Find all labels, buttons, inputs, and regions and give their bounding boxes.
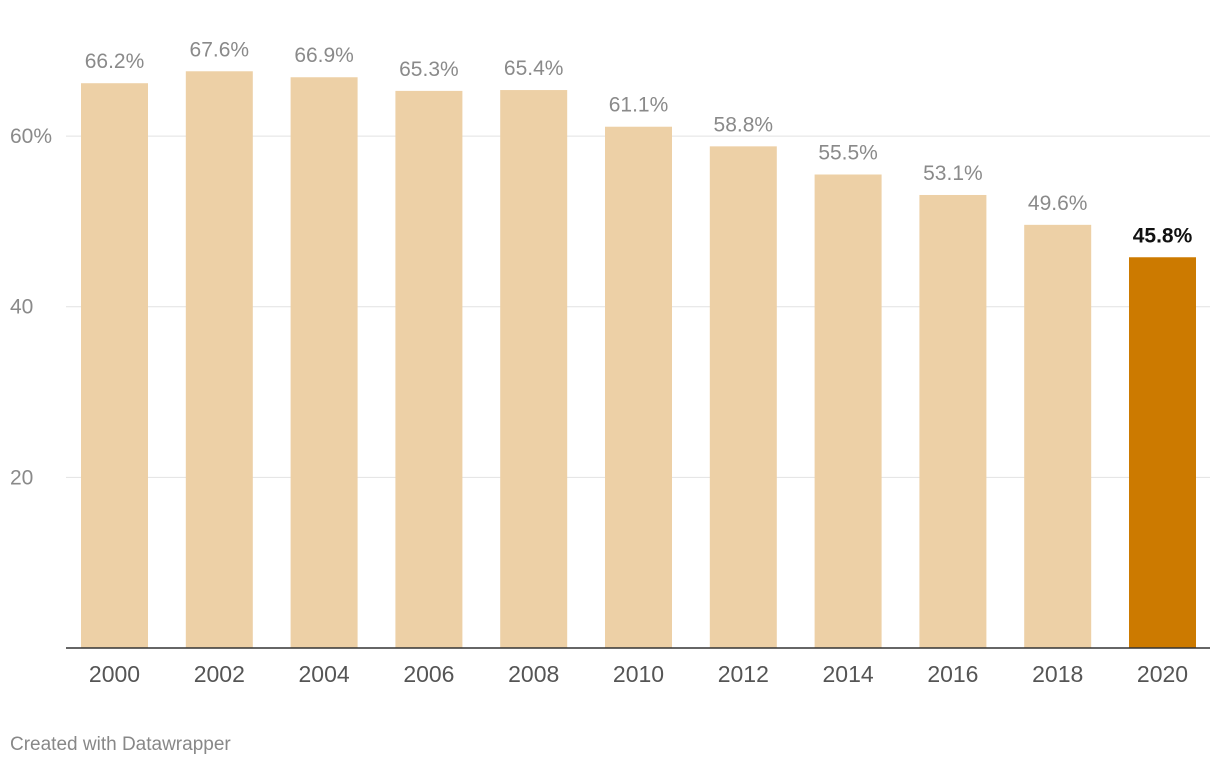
x-tick-label: 2004 [299,661,350,687]
bar-value-label: 53.1% [923,162,983,185]
bar [81,83,148,648]
y-tick-label: 60% [10,125,52,148]
bar-value-label: 61.1% [609,94,669,117]
bar-chart: 20 40 60% 66.2% 67.6% 66.9% 65.3% 65.4% 61.1% 58… [10,38,1210,687]
bar-value-label: 65.4% [504,57,564,80]
bar [709,146,777,648]
y-tick-label: 20 [10,466,33,489]
bars [81,71,1196,649]
x-tick-label: 2000 [89,661,140,687]
x-tick-label: 2014 [823,661,874,687]
bar-value-label: 66.9% [294,44,354,67]
bar-value-label: 49.6% [1028,192,1088,215]
x-tick-label: 2012 [718,661,769,687]
bar-value-label: 67.6% [190,38,250,61]
x-tick-label: 2008 [508,661,559,687]
bar [605,126,672,648]
x-tick-label: 2010 [613,661,664,687]
x-axis: 2000 2002 2004 2006 2008 2010 2012 2014 2016 2018… [89,661,1188,687]
x-tick-label: 2018 [1032,661,1083,687]
bar [814,174,882,649]
credit-text: Created with Datawrapper [10,734,231,755]
bar [500,90,568,648]
x-tick-label: 2020 [1137,661,1188,687]
bar-value-label: 55.5% [818,142,878,165]
bar-value-label: 45.8% [1133,224,1193,247]
bar [1129,257,1196,648]
bar-value-label: 65.3% [399,58,459,81]
bar [919,194,987,649]
bar [1024,224,1092,648]
bar-value-label: 58.8% [714,113,774,136]
bar [395,90,463,649]
x-tick-label: 2006 [403,661,454,687]
bar-value-label: 66.2% [85,50,145,73]
bar [185,71,253,649]
value-labels: 66.2% 67.6% 66.9% 65.3% 65.4% 61.1% 58.8% 55.5%… [85,38,1193,247]
x-tick-label: 2002 [194,661,245,687]
y-tick-label: 40 [10,296,33,319]
x-tick-label: 2016 [927,661,978,687]
bar [290,77,358,649]
